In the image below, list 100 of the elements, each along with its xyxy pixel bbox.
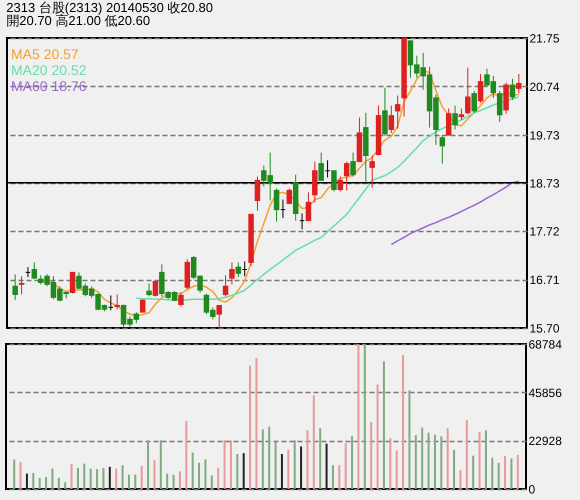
candlestick	[114, 294, 120, 310]
bar	[51, 468, 54, 489]
candlestick	[222, 274, 228, 297]
bar	[96, 469, 98, 489]
bar	[376, 384, 379, 489]
bar	[140, 466, 143, 489]
bar	[434, 434, 436, 489]
bar	[262, 429, 264, 489]
bar	[338, 465, 340, 489]
candlestick	[178, 292, 184, 307]
candlestick	[286, 188, 292, 205]
y-tick-label: 18.73	[530, 176, 560, 190]
candlestick	[452, 105, 458, 130]
bar	[224, 440, 226, 489]
candlestick	[331, 170, 337, 192]
bar	[178, 471, 181, 489]
bar	[210, 475, 213, 489]
candlestick	[306, 192, 312, 222]
bar	[58, 478, 60, 489]
bar	[294, 440, 296, 489]
candlestick	[458, 108, 464, 120]
candlestick	[465, 67, 471, 116]
bar	[13, 459, 16, 489]
bar	[249, 366, 252, 489]
bar	[306, 430, 308, 489]
bar	[172, 474, 175, 489]
bar	[160, 440, 162, 489]
bar	[370, 422, 372, 489]
bar	[484, 430, 487, 489]
bar	[364, 344, 366, 489]
bar	[20, 462, 22, 489]
bar	[459, 470, 462, 489]
bar	[108, 466, 111, 489]
candlestick	[312, 161, 318, 203]
y-tick-label: 0	[528, 482, 536, 496]
bar	[242, 453, 245, 489]
bar	[32, 472, 34, 489]
y-tick-label: 21.75	[530, 32, 560, 46]
bar	[192, 452, 194, 489]
bar	[115, 468, 118, 489]
candlestick	[446, 108, 452, 136]
bar	[230, 440, 232, 489]
bar	[90, 468, 92, 489]
bar	[504, 456, 506, 489]
bar	[389, 438, 392, 489]
bar	[396, 450, 398, 489]
y-tick-label: 15.70	[530, 322, 560, 336]
candlestick	[274, 188, 280, 222]
bar	[134, 474, 136, 489]
y-tick-label: 45856	[528, 386, 562, 400]
bar	[414, 435, 417, 489]
candlestick	[394, 95, 400, 130]
bar	[45, 476, 48, 489]
candlestick	[516, 73, 522, 94]
bar	[440, 436, 442, 489]
candlestick	[236, 262, 242, 278]
bar	[274, 440, 277, 489]
bar	[344, 443, 347, 489]
candlestick	[229, 262, 235, 285]
bar	[198, 462, 200, 489]
line-series	[390, 180, 520, 246]
candlestick	[254, 176, 260, 212]
bar	[255, 358, 258, 489]
bar	[319, 428, 322, 489]
candlestick	[344, 161, 350, 191]
candlestick	[216, 304, 222, 328]
bar	[491, 458, 494, 489]
bar	[453, 450, 456, 489]
bar	[472, 456, 474, 489]
bar	[217, 468, 220, 489]
candlestick	[12, 274, 18, 301]
bar	[332, 465, 334, 489]
bar	[428, 432, 430, 489]
y-tick-label: 16.71	[530, 273, 560, 288]
candlestick	[152, 280, 158, 297]
candlestick	[496, 90, 502, 122]
bar	[446, 428, 449, 489]
y-tick-label: 20.74	[530, 80, 560, 94]
bar	[185, 420, 188, 489]
candlestick	[382, 87, 388, 136]
text: MA5 20.57	[11, 46, 79, 62]
candlestick	[146, 282, 152, 297]
candlestick	[32, 262, 38, 280]
bar	[382, 361, 385, 489]
text: MA20 20.52	[11, 62, 87, 78]
bar	[300, 446, 302, 489]
bar	[76, 468, 79, 489]
bar	[128, 474, 130, 489]
candlestick	[338, 176, 344, 192]
y-tick-label: 22928	[528, 434, 562, 448]
bar	[204, 459, 206, 489]
candlestick	[440, 134, 446, 164]
candlestick	[140, 298, 146, 313]
candlestick	[18, 276, 24, 295]
bar	[351, 436, 354, 489]
bar	[478, 432, 481, 489]
bar	[421, 428, 424, 489]
candlestick	[350, 152, 356, 178]
bar	[280, 454, 283, 489]
bar	[268, 426, 270, 489]
